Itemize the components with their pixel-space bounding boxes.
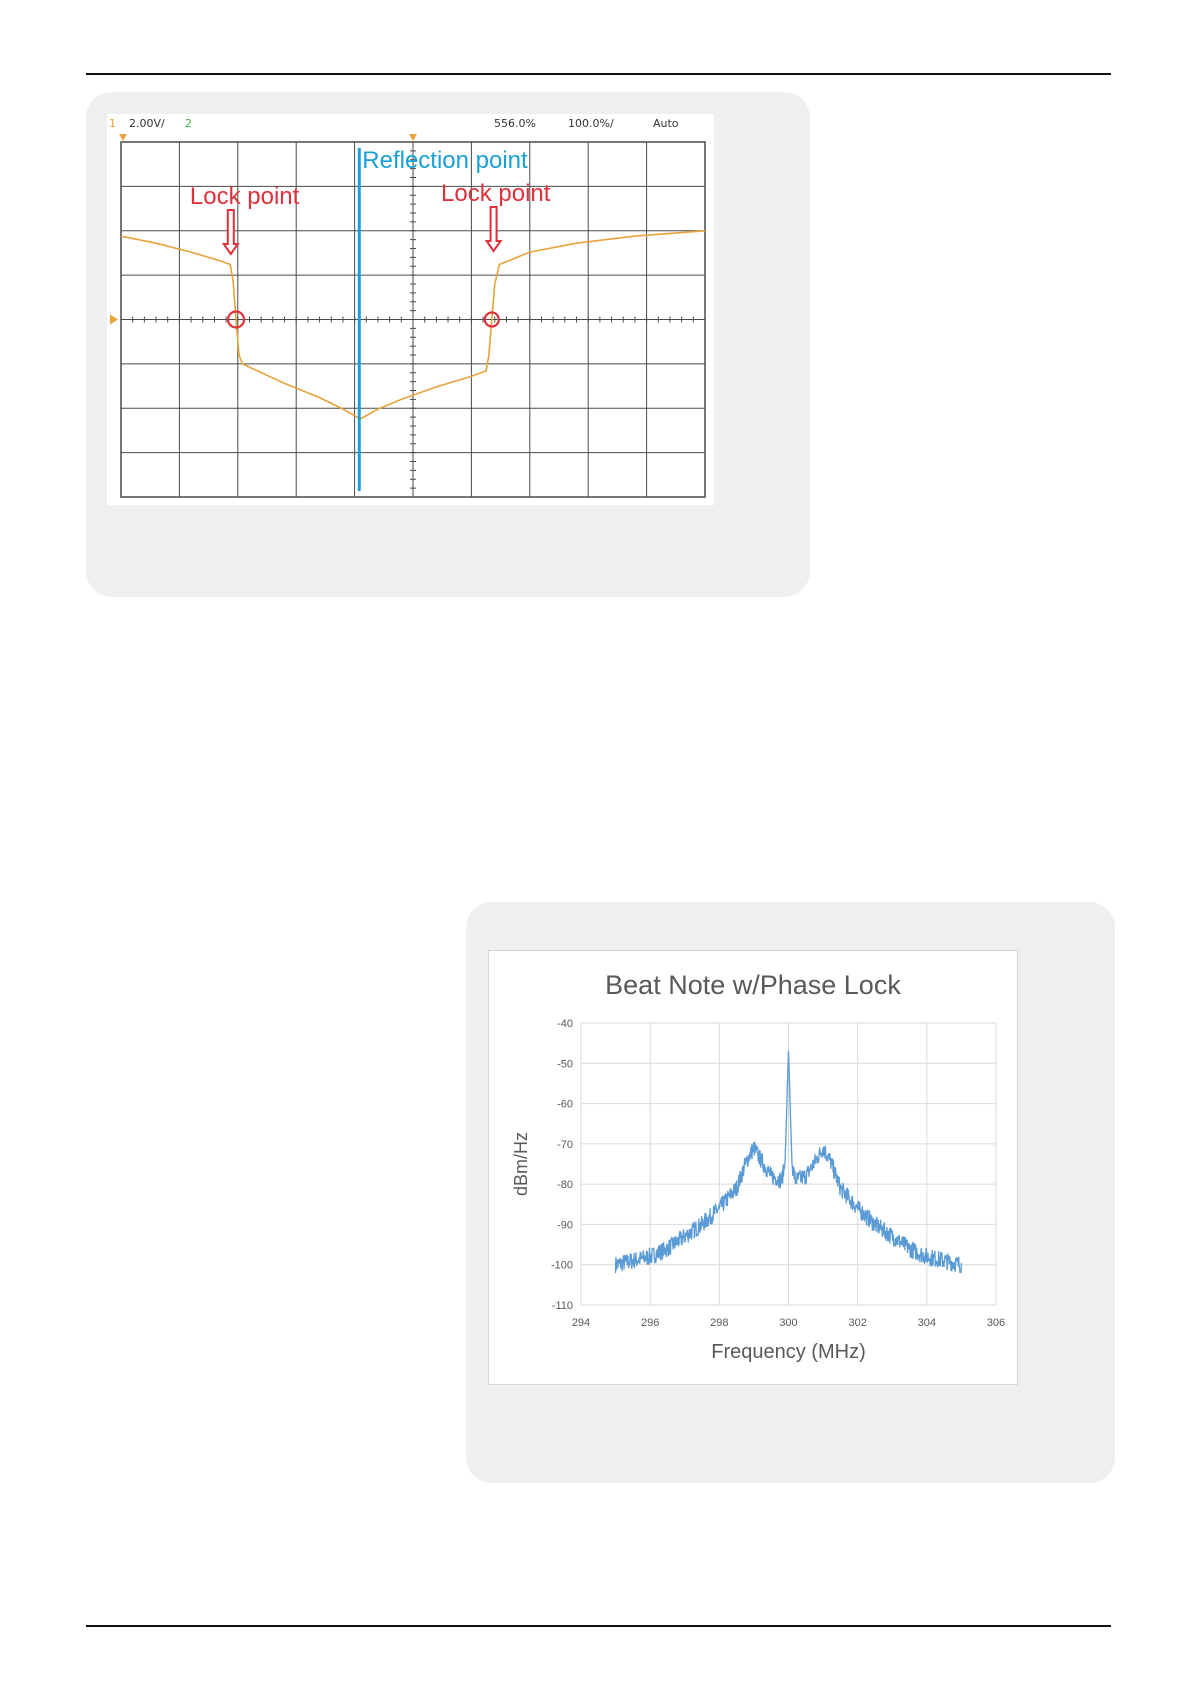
volts-per-div: 2.00V/	[129, 117, 165, 130]
time-per-div: 100.0%/	[568, 117, 614, 130]
lock-point-marker-right	[483, 311, 500, 328]
y-tick-label: -60	[557, 1099, 573, 1111]
x-tick-label: 294	[572, 1317, 590, 1329]
x-tick-label: 306	[987, 1317, 1005, 1329]
time-offset: 556.0%	[494, 117, 536, 130]
scope-minor-ticks	[120, 141, 706, 498]
lock-point-marker-left	[226, 310, 246, 329]
x-tick-label: 296	[641, 1317, 659, 1329]
trigger-mode: Auto	[653, 117, 679, 130]
x-tick-label: 302	[848, 1317, 866, 1329]
channel2-label: 2	[185, 117, 192, 130]
x-axis-label: Frequency (MHz)	[711, 1341, 865, 1363]
oscilloscope-header: 1 2.00V/ 2 556.0% 100.0%/ Auto	[107, 114, 714, 134]
lock-point-arrow-left	[221, 209, 240, 256]
y-tick-label: -70	[557, 1139, 573, 1151]
x-tick-label: 298	[710, 1317, 728, 1329]
channel1-label: 1	[109, 117, 116, 130]
x-tick-label: 300	[779, 1317, 797, 1329]
y-tick-label: -80	[557, 1179, 573, 1191]
y-tick-label: -100	[551, 1260, 573, 1272]
lock-point-label-left: Lock point	[190, 183, 300, 210]
beat-note-series-line	[614, 1050, 963, 1274]
header-rule	[86, 73, 1111, 75]
oscilloscope-screenshot: Reflection point Lock point Lock point 1 2…	[107, 114, 714, 505]
oscilloscope-graph: Reflection point Lock point Lock point	[110, 134, 706, 498]
beat-note-plot: Beat Note w/Phase Lock -40 -50 -60 -70 -80 -90…	[511, 970, 1005, 1363]
y-tick-label: -90	[557, 1219, 573, 1231]
y-tick-label: -110	[552, 1300, 573, 1312]
oscilloscope-trace	[120, 230, 706, 420]
trigger-left-marker	[119, 134, 127, 141]
beat-note-chart: Beat Note w/Phase Lock -40 -50 -60 -70 -80 -90…	[488, 950, 1018, 1385]
channel1-ground-marker	[110, 314, 118, 325]
trigger-center-marker	[409, 134, 417, 141]
footer-rule	[86, 1625, 1111, 1627]
y-tick-label: -50	[557, 1058, 573, 1070]
lock-point-label-right: Lock point	[441, 180, 551, 207]
chart-title: Beat Note w/Phase Lock	[605, 970, 901, 1000]
y-tick-label: -40	[557, 1018, 573, 1030]
x-tick-label: 304	[918, 1317, 936, 1329]
y-axis-label: dBm/Hz	[511, 1132, 531, 1196]
reflection-point-label: Reflection point	[362, 147, 528, 174]
lock-point-arrow-right	[484, 206, 503, 253]
